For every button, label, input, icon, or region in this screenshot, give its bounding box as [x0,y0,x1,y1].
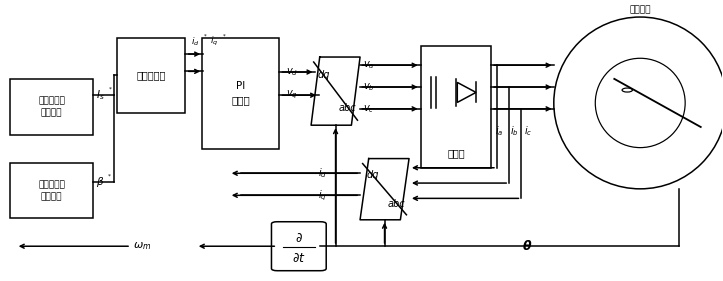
Text: $\omega_m$: $\omega_m$ [132,240,151,252]
Bar [202,38,279,149]
Text: $v_a$: $v_a$ [363,59,375,71]
Text: $^*$: $^*$ [107,87,114,96]
Text: $\partial t$: $\partial t$ [292,252,306,265]
Text: 逆变器: 逆变器 [447,149,465,159]
Text: 永磁电机: 永磁电机 [630,6,651,15]
Text: $i_q$: $i_q$ [210,35,218,48]
Text: $i_d$: $i_d$ [318,166,327,180]
Text: $^*$: $^*$ [106,174,112,183]
Text: $i_c$: $i_c$ [524,125,533,139]
Bar [10,79,93,135]
Text: $\beta$: $\beta$ [96,175,105,189]
Bar [421,46,491,168]
Text: $i_b$: $i_b$ [510,125,518,139]
Text: PI
控制器: PI 控制器 [231,81,250,105]
Text: 电流参考值: 电流参考值 [136,70,166,80]
Text: dq: dq [318,71,330,80]
Text: $v_b$: $v_b$ [363,81,375,93]
Text: $v_q$: $v_q$ [286,89,299,101]
Text: 定子电流角
度参考值: 定子电流角 度参考值 [38,180,65,201]
Text: 定子电流幅
值参考值: 定子电流幅 值参考值 [38,97,65,117]
Text: $I_s$: $I_s$ [96,88,105,102]
Bar [116,38,185,113]
Bar [10,163,93,218]
Text: abc: abc [388,200,405,210]
Text: $v_d$: $v_d$ [286,66,299,78]
Text: $^*$: $^*$ [221,35,227,44]
Text: $i_a$: $i_a$ [495,125,504,139]
Text: $i_q$: $i_q$ [318,188,327,203]
Text: $^*$: $^*$ [202,35,208,44]
FancyBboxPatch shape [271,222,326,271]
Text: $i_d$: $i_d$ [191,35,200,48]
Text: dq: dq [367,170,380,180]
Text: $\partial$: $\partial$ [295,232,303,245]
Text: $v_c$: $v_c$ [363,103,375,115]
Text: $\boldsymbol{\theta}$: $\boldsymbol{\theta}$ [522,239,532,253]
Text: abc: abc [338,103,356,113]
